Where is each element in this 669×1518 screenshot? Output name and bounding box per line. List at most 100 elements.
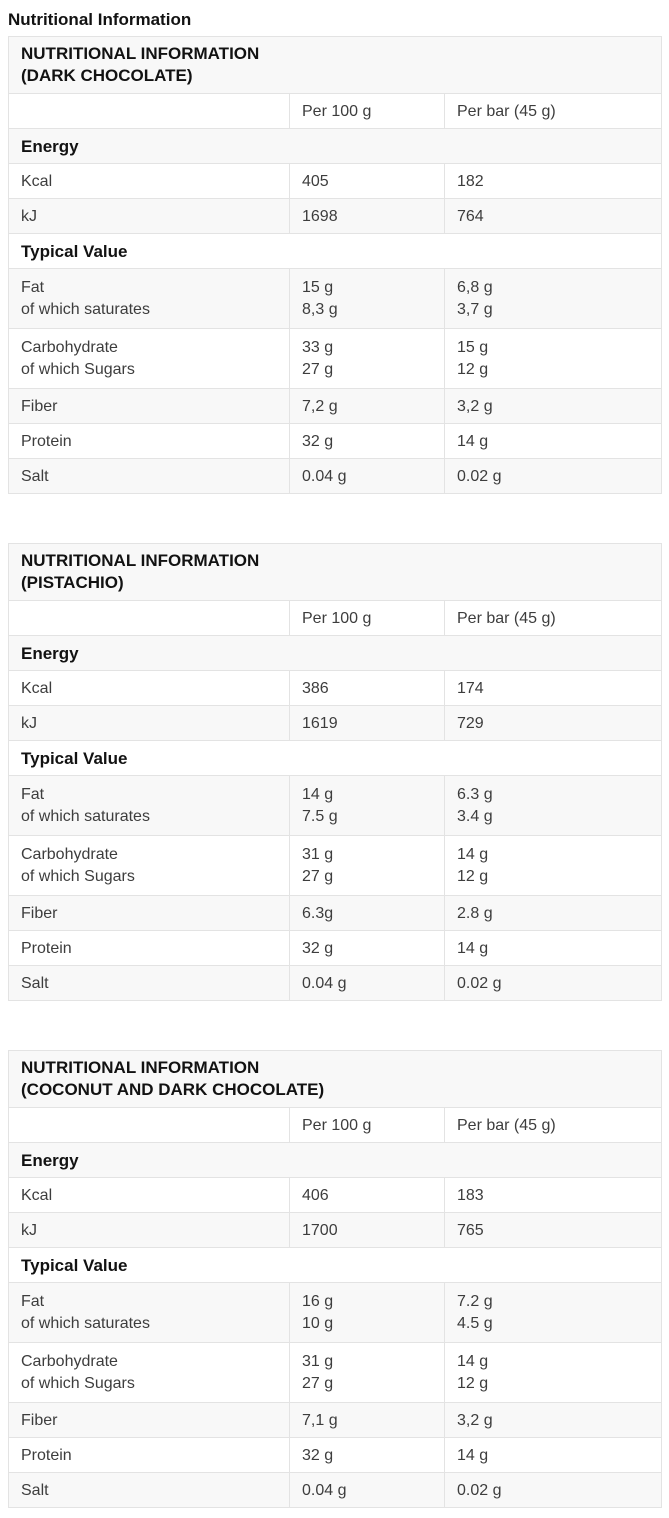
row-label: Kcal [8, 670, 290, 706]
section-row-energy: Energy [8, 635, 662, 671]
section-row-typical-value: Typical Value [8, 740, 662, 776]
value-per-100g: 7,2 g [289, 388, 445, 424]
value-sub: 27 g [302, 360, 334, 378]
value-per-bar: 0.02 g [444, 965, 662, 1001]
value-per-100g: 6.3g [289, 895, 445, 931]
value-per-100g: 14 g 7.5 g [289, 775, 445, 836]
table-row-salt: Salt 0.04 g 0.02 g [8, 965, 662, 1001]
row-label-sub: of which Sugars [21, 867, 135, 885]
nutrition-table-dark-chocolate: NUTRITIONAL INFORMATION (DARK CHOCOLATE)… [8, 36, 662, 494]
column-header-row: Per 100 g Per bar (45 g) [8, 600, 662, 636]
value-main: 14 g [302, 785, 334, 803]
table-row-fat: Fat of which saturates 14 g 7.5 g 6.3 g … [8, 775, 662, 836]
table-title-line2: (PISTACHIO) [21, 573, 124, 592]
empty-header-cell [8, 600, 290, 636]
nutrition-table-coconut-dark-chocolate: NUTRITIONAL INFORMATION (COCONUT AND DAR… [7, 1050, 663, 1508]
empty-header-cell [8, 93, 290, 129]
table-title: NUTRITIONAL INFORMATION (PISTACHIO) [8, 543, 662, 601]
table-row-salt: Salt 0.04 g 0.02 g [8, 458, 662, 494]
row-label: kJ [8, 198, 290, 234]
column-header-per-bar: Per bar (45 g) [444, 600, 662, 636]
empty-header-cell [8, 1107, 290, 1143]
row-label: Protein [8, 1437, 290, 1473]
table-title-line1: NUTRITIONAL INFORMATION [21, 1058, 260, 1077]
row-label: kJ [8, 1212, 290, 1248]
column-header-per-bar: Per bar (45 g) [443, 1107, 663, 1143]
row-label: Fiber [8, 895, 290, 931]
table-row-kcal: Kcal 405 182 [8, 163, 662, 199]
table-row-carbohydrate: Carbohydrate of which Sugars 31 g 27 g 1… [8, 835, 662, 896]
row-label: Carbohydrate of which Sugars [8, 835, 290, 896]
row-label: Protein [8, 930, 290, 966]
column-header-per-100g: Per 100 g [289, 93, 445, 129]
section-row-typical-value: Typical Value [8, 233, 662, 269]
row-label: Fiber [8, 1402, 290, 1438]
value-per-bar: 0.02 g [444, 458, 662, 494]
section-header-energy: Energy [7, 1142, 663, 1178]
value-main: 16 g [302, 1292, 334, 1310]
value-per-bar: 15 g 12 g [444, 328, 662, 389]
section-row-typical-value: Typical Value [7, 1247, 663, 1283]
row-label-main: Fat [21, 785, 45, 803]
column-header-row: Per 100 g Per bar (45 g) [8, 1107, 663, 1143]
table-row-fiber: Fiber 6.3g 2.8 g [8, 895, 662, 931]
value-sub: 7.5 g [302, 807, 338, 825]
row-label-main: Fat [21, 1292, 45, 1310]
value-per-100g: 1698 [289, 198, 445, 234]
value-per-bar: 765 [443, 1212, 663, 1248]
value-main: 14 g [457, 1352, 489, 1370]
row-label-main: Fat [21, 278, 45, 296]
value-per-100g: 32 g [289, 930, 445, 966]
value-main: 33 g [302, 338, 334, 356]
value-main: 7.2 g [457, 1292, 493, 1310]
value-per-100g: 16 g 10 g [289, 1282, 445, 1343]
section-row-energy: Energy [8, 128, 662, 164]
value-per-bar: 183 [443, 1177, 663, 1213]
value-main: 15 g [457, 338, 489, 356]
section-header-typical-value: Typical Value [8, 740, 662, 776]
value-main: 31 g [302, 1352, 334, 1370]
table-title-row: NUTRITIONAL INFORMATION (DARK CHOCOLATE) [8, 36, 662, 94]
value-per-100g: 31 g 27 g [289, 1342, 445, 1403]
value-main: 31 g [302, 845, 334, 863]
value-per-100g: 0.04 g [289, 1472, 445, 1508]
value-per-100g: 1700 [289, 1212, 445, 1248]
value-per-100g: 32 g [289, 1437, 445, 1473]
value-sub: 27 g [302, 1374, 334, 1392]
value-sub: 12 g [457, 360, 489, 378]
row-label: Fiber [8, 388, 290, 424]
value-per-bar: 729 [444, 705, 662, 741]
table-title-line2: (COCONUT AND DARK CHOCOLATE) [21, 1080, 325, 1099]
row-label: Carbohydrate of which Sugars [8, 1342, 290, 1403]
value-main: 15 g [302, 278, 334, 296]
row-label: Kcal [8, 163, 290, 199]
table-row-kj: kJ 1700 765 [8, 1212, 663, 1248]
table-title-line1: NUTRITIONAL INFORMATION [21, 551, 260, 570]
section-row-energy: Energy [7, 1142, 663, 1178]
column-header-row: Per 100 g Per bar (45 g) [8, 93, 662, 129]
table-row-fat: Fat of which saturates 16 g 10 g 7.2 g 4… [8, 1282, 663, 1343]
value-per-100g: 1619 [289, 705, 445, 741]
value-per-bar: 14 g 12 g [443, 1342, 663, 1403]
value-per-bar: 14 g [444, 930, 662, 966]
row-label-sub: of which saturates [21, 300, 150, 318]
value-per-bar: 14 g 12 g [444, 835, 662, 896]
table-row-protein: Protein 32 g 14 g [8, 1437, 663, 1473]
value-per-100g: 405 [289, 163, 445, 199]
nutrition-table-pistachio: NUTRITIONAL INFORMATION (PISTACHIO) Per … [8, 543, 662, 1001]
table-row-fiber: Fiber 7,1 g 3,2 g [8, 1402, 663, 1438]
value-main: 14 g [457, 845, 489, 863]
value-per-100g: 7,1 g [289, 1402, 445, 1438]
value-sub: 10 g [302, 1314, 334, 1332]
value-per-bar: 2.8 g [444, 895, 662, 931]
section-header-energy: Energy [8, 128, 662, 164]
row-label-sub: of which Sugars [21, 360, 135, 378]
value-per-bar: 7.2 g 4.5 g [443, 1282, 663, 1343]
row-label: Kcal [8, 1177, 290, 1213]
row-label: Salt [8, 1472, 290, 1508]
row-label-main: Carbohydrate [21, 845, 118, 863]
value-per-bar: 174 [444, 670, 662, 706]
value-per-bar: 14 g [444, 423, 662, 459]
row-label-main: Carbohydrate [21, 1352, 118, 1370]
row-label: Salt [8, 458, 290, 494]
